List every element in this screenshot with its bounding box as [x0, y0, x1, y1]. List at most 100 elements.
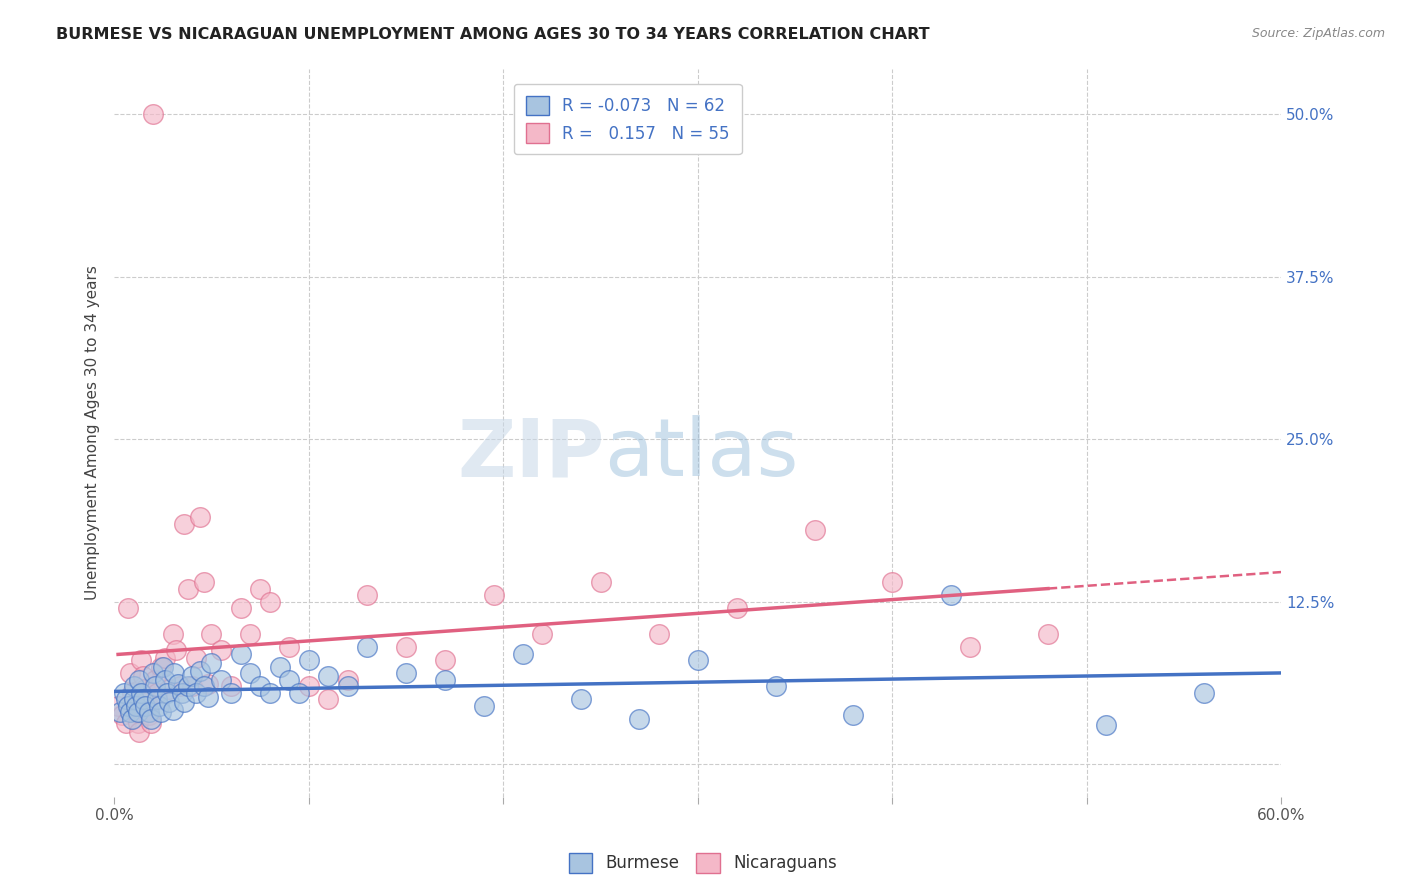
Point	[181, 679, 204, 693]
Point	[146, 692, 169, 706]
Point	[121, 686, 143, 700]
Point	[197, 676, 219, 690]
Point	[193, 575, 215, 590]
Y-axis label: Unemployment Among Ages 30 to 34 years: Unemployment Among Ages 30 to 34 years	[86, 265, 100, 600]
Point	[156, 686, 179, 700]
Point	[882, 575, 904, 590]
Point	[765, 679, 787, 693]
Point	[107, 698, 129, 713]
Point	[152, 659, 174, 673]
Point	[200, 656, 222, 670]
Point	[184, 650, 207, 665]
Point	[686, 653, 709, 667]
Point	[146, 686, 169, 700]
Point	[172, 686, 194, 700]
Point	[433, 673, 456, 687]
Point	[122, 692, 145, 706]
Text: ZIP: ZIP	[457, 416, 605, 493]
Point	[259, 686, 281, 700]
Text: atlas: atlas	[605, 416, 799, 493]
Point	[336, 673, 359, 687]
Point	[167, 676, 190, 690]
Point	[132, 692, 155, 706]
Point	[131, 653, 153, 667]
Point	[131, 686, 153, 700]
Legend: Burmese, Nicaraguans: Burmese, Nicaraguans	[562, 847, 844, 880]
Point	[153, 673, 176, 687]
Point	[162, 627, 184, 641]
Legend: R = -0.073   N = 62, R =   0.157   N = 55: R = -0.073 N = 62, R = 0.157 N = 55	[515, 84, 741, 154]
Point	[249, 679, 271, 693]
Point	[803, 523, 825, 537]
Point	[569, 692, 592, 706]
Point	[134, 681, 156, 696]
Point	[108, 705, 131, 719]
Point	[184, 686, 207, 700]
Point	[163, 666, 186, 681]
Point	[142, 107, 165, 121]
Point	[472, 698, 495, 713]
Point	[239, 627, 262, 641]
Point	[141, 712, 163, 726]
Point	[229, 647, 252, 661]
Point	[143, 673, 166, 687]
Point	[115, 715, 138, 730]
Point	[122, 679, 145, 693]
Point	[278, 640, 301, 654]
Text: Source: ZipAtlas.com: Source: ZipAtlas.com	[1251, 27, 1385, 40]
Point	[111, 707, 134, 722]
Point	[193, 679, 215, 693]
Point	[356, 588, 378, 602]
Point	[278, 673, 301, 687]
Point	[482, 588, 505, 602]
Point	[628, 712, 651, 726]
Point	[173, 516, 195, 531]
Point	[177, 679, 200, 693]
Point	[188, 510, 211, 524]
Point	[165, 642, 187, 657]
Point	[512, 647, 534, 661]
Point	[149, 659, 172, 673]
Point	[148, 698, 170, 713]
Point	[136, 695, 159, 709]
Point	[128, 673, 150, 687]
Point	[197, 690, 219, 704]
Point	[239, 666, 262, 681]
Point	[842, 707, 865, 722]
Point	[153, 650, 176, 665]
Point	[249, 582, 271, 596]
Point	[269, 659, 291, 673]
Point	[209, 673, 232, 687]
Point	[134, 698, 156, 713]
Point	[648, 627, 671, 641]
Point	[141, 715, 163, 730]
Point	[117, 698, 139, 713]
Point	[531, 627, 554, 641]
Point	[121, 712, 143, 726]
Point	[336, 679, 359, 693]
Point	[188, 664, 211, 678]
Point	[132, 669, 155, 683]
Point	[162, 702, 184, 716]
Point	[316, 692, 339, 706]
Point	[395, 640, 418, 654]
Point	[124, 698, 146, 713]
Point	[219, 686, 242, 700]
Point	[298, 653, 321, 667]
Point	[219, 679, 242, 693]
Point	[316, 669, 339, 683]
Point	[173, 695, 195, 709]
Point	[1192, 686, 1215, 700]
Point	[589, 575, 612, 590]
Point	[143, 679, 166, 693]
Point	[118, 705, 141, 719]
Point	[118, 666, 141, 681]
Point	[157, 681, 180, 696]
Point	[157, 695, 180, 709]
Point	[1036, 627, 1059, 641]
Point	[298, 679, 321, 693]
Point	[127, 715, 149, 730]
Point	[229, 601, 252, 615]
Point	[959, 640, 981, 654]
Point	[939, 588, 962, 602]
